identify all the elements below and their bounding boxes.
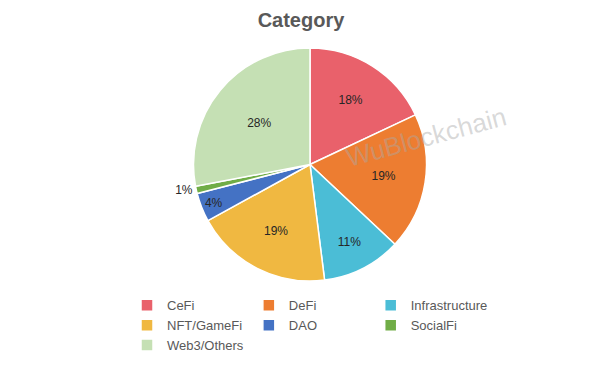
svg-text:Web3/Others: Web3/Others: [167, 338, 244, 353]
svg-text:Infrastructure: Infrastructure: [411, 298, 488, 313]
svg-text:DeFi: DeFi: [289, 298, 317, 313]
svg-text:NFT/GameFi: NFT/GameFi: [167, 318, 242, 333]
svg-text:18%: 18%: [338, 93, 362, 107]
svg-text:1%: 1%: [175, 183, 193, 197]
svg-text:11%: 11%: [338, 235, 361, 249]
svg-text:WuBlockchain: WuBlockchain: [343, 101, 509, 172]
svg-text:Category: Category: [258, 9, 346, 31]
svg-text:DAO: DAO: [289, 318, 317, 333]
svg-text:28%: 28%: [247, 116, 271, 130]
svg-text:SocialFi: SocialFi: [411, 318, 457, 333]
svg-text:CeFi: CeFi: [167, 298, 195, 313]
svg-text:19%: 19%: [371, 169, 395, 183]
svg-text:4%: 4%: [205, 196, 223, 210]
svg-text:19%: 19%: [264, 224, 288, 238]
